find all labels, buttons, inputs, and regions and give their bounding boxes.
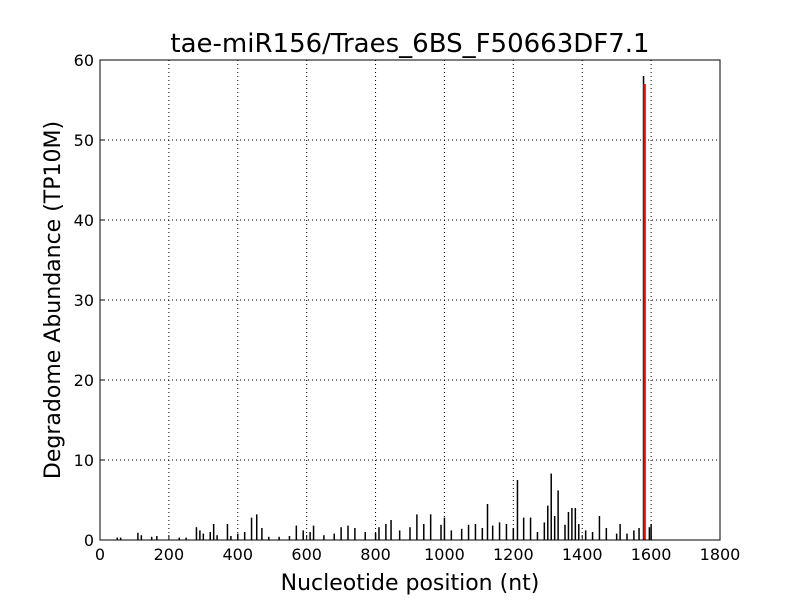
y-tick-label: 30 bbox=[74, 291, 94, 310]
x-tick-label: 200 bbox=[154, 545, 185, 564]
y-tick-label: 60 bbox=[74, 51, 94, 70]
x-tick-label: 800 bbox=[360, 545, 391, 564]
y-tick-label: 40 bbox=[74, 211, 94, 230]
y-axis-label: Degradome Abundance (TP10M) bbox=[41, 121, 66, 479]
x-tick-label: 1800 bbox=[700, 545, 741, 564]
x-tick-label: 600 bbox=[291, 545, 322, 564]
x-tick-label: 1600 bbox=[631, 545, 672, 564]
x-tick-label: 0 bbox=[95, 545, 105, 564]
x-tick-label: 1200 bbox=[493, 545, 534, 564]
y-tick-label: 50 bbox=[74, 131, 94, 150]
y-tick-label: 0 bbox=[84, 531, 94, 550]
plot-frame bbox=[99, 59, 721, 541]
x-tick-label: 1400 bbox=[562, 545, 603, 564]
x-tick-label: 1000 bbox=[424, 545, 465, 564]
y-tick-label: 10 bbox=[74, 451, 94, 470]
x-axis-label: Nucleotide position (nt) bbox=[281, 571, 540, 596]
x-tick-label: 400 bbox=[223, 545, 254, 564]
y-tick-label: 20 bbox=[74, 371, 94, 390]
chart-title: tae-miR156/Traes_6BS_F50663DF7.1 bbox=[170, 29, 649, 59]
